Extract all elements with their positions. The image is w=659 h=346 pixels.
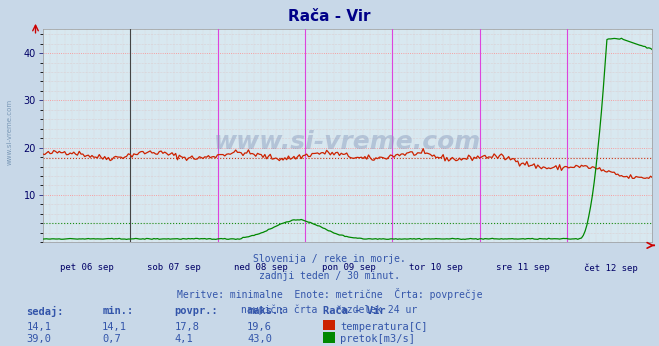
Text: sre 11 sep: sre 11 sep: [496, 264, 550, 273]
Text: 43,0: 43,0: [247, 334, 272, 344]
Text: pet 06 sep: pet 06 sep: [59, 264, 113, 273]
Text: 14,1: 14,1: [102, 322, 127, 332]
Text: pon 09 sep: pon 09 sep: [322, 264, 376, 273]
Text: ned 08 sep: ned 08 sep: [235, 264, 288, 273]
Text: Rača - Vir: Rača - Vir: [288, 9, 371, 24]
Text: Meritve: minimalne  Enote: metrične  Črta: povprečje: Meritve: minimalne Enote: metrične Črta:…: [177, 288, 482, 300]
Text: Rača - Vir: Rača - Vir: [323, 306, 386, 316]
Text: temperatura[C]: temperatura[C]: [340, 322, 428, 332]
Text: sob 07 sep: sob 07 sep: [147, 264, 201, 273]
Text: navpična črta - razdelek 24 ur: navpična črta - razdelek 24 ur: [241, 304, 418, 315]
Text: 4,1: 4,1: [175, 334, 193, 344]
Text: sedaj:: sedaj:: [26, 306, 64, 317]
Text: 0,7: 0,7: [102, 334, 121, 344]
Text: 19,6: 19,6: [247, 322, 272, 332]
Text: povpr.:: povpr.:: [175, 306, 218, 316]
Text: maks.:: maks.:: [247, 306, 285, 316]
Text: tor 10 sep: tor 10 sep: [409, 264, 463, 273]
Text: www.si-vreme.com: www.si-vreme.com: [7, 98, 13, 165]
Text: pretok[m3/s]: pretok[m3/s]: [340, 334, 415, 344]
Text: 39,0: 39,0: [26, 334, 51, 344]
Text: min.:: min.:: [102, 306, 133, 316]
Text: 17,8: 17,8: [175, 322, 200, 332]
Text: 14,1: 14,1: [26, 322, 51, 332]
Text: www.si-vreme.com: www.si-vreme.com: [214, 130, 481, 154]
Text: zadnji teden / 30 minut.: zadnji teden / 30 minut.: [259, 271, 400, 281]
Text: Slovenija / reke in morje.: Slovenija / reke in morje.: [253, 254, 406, 264]
Text: čet 12 sep: čet 12 sep: [584, 264, 637, 273]
